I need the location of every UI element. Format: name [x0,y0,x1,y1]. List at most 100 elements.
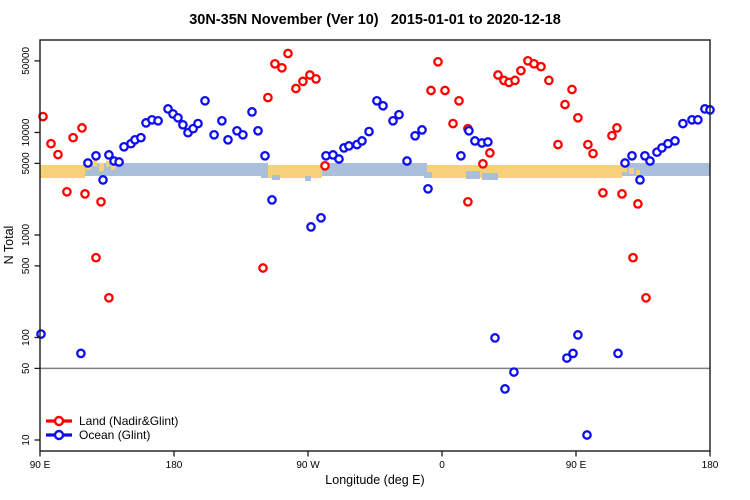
y-tick-label: 500 [21,257,32,274]
data-points-layer [36,48,715,440]
ocean-data-point [357,136,367,146]
ocean-data-point [635,175,645,185]
land-data-point [283,48,293,59]
land-data-point [46,138,56,149]
land-data-point [598,187,608,198]
ocean-data-point [562,353,572,363]
land-data-point [478,158,488,169]
ocean-data-point [582,430,592,440]
land-data-point [493,70,503,80]
land-data-point [607,130,617,141]
land-data-point [583,139,593,150]
band-patch-land [629,168,634,174]
land-data-point [53,149,63,160]
legend: Land (Nadir&Glint) Ocean (Glint) [46,414,178,442]
ocean-data-point [364,126,374,137]
band-patch-ocean [272,175,280,180]
x-axis-label: Longitude (deg E) [325,473,424,487]
band-patch-ocean [261,170,268,178]
land-data-point [641,292,651,303]
ocean-data-point [670,136,680,146]
band-segment-ocean [622,163,710,176]
land-data-point [96,196,106,207]
ocean-data-point [456,150,466,161]
land-data-point [320,160,330,171]
y-tick-label: 100 [21,329,32,346]
x-tick-label: 90 E [566,460,587,471]
land-data-point [311,74,321,84]
ocean-data-point [402,156,412,166]
land-data-point [77,123,87,133]
band-patch-ocean [424,172,432,178]
band-segment-land [267,165,322,178]
ocean-data-point [178,119,188,130]
ocean-data-point [153,115,163,126]
x-tick-label: 180 [166,460,183,471]
band-segment-ocean [322,163,427,176]
ocean-data-point [104,150,114,160]
land-data-point [291,83,301,94]
ocean-data-point [344,141,354,151]
ocean-data-point [372,95,382,106]
ocean-data-point [217,115,227,126]
band-patch-land [427,166,431,172]
ocean-data-point [573,330,583,340]
ocean-data-point [114,157,124,167]
land-data-point [68,132,78,143]
ocean-data-point [410,130,420,141]
band-patch-land [622,165,627,172]
x-tick-label: 0 [439,460,445,471]
ocean-data-point [200,95,210,106]
legend-ocean-circle-icon [53,429,65,441]
land-data-point [633,199,643,209]
land-data-point [588,148,598,159]
land-data-point [463,196,473,207]
ocean-data-point [209,129,219,140]
band-patch-land [99,163,104,171]
ocean-data-point [91,150,101,161]
band-patch-land [636,170,640,175]
land-data-point [62,186,72,197]
ocean-data-point [193,118,203,129]
ocean-data-point [678,118,688,129]
land-data-point [516,65,526,76]
land-data-point [454,95,464,106]
y-tick-label: 50 [21,362,32,374]
ocean-data-point [267,195,277,205]
ocean-data-point [173,112,183,123]
y-tick-label: 50000 [21,47,32,75]
land-data-point [80,189,90,199]
y-tick-label: 1000 [21,223,32,246]
legend-item-land: Land (Nadir&Glint) [46,414,178,428]
band-patch-land [433,169,437,175]
ocean-data-point [76,348,86,359]
y-tick-label: 10000 [21,118,32,146]
ocean-data-point [378,100,388,111]
band-patch-ocean [466,171,480,179]
ocean-data-point [394,109,404,120]
ocean-data-point [509,367,519,377]
legend-land-circle-icon [53,415,65,427]
land-data-point [536,61,546,72]
x-tick-label: 90 W [296,460,320,471]
ocean-data-point [334,154,344,164]
y-tick-label: 10 [21,434,32,446]
land-data-point [258,263,268,273]
land-data-point [612,123,622,133]
axis-ticks-layer: 50000 10000 5000 1000 500 100 50 10 90 E 180 90 W 0… [21,47,719,471]
ocean-data-point [306,222,316,232]
band-segment-ocean [85,163,268,176]
ocean-data-point [136,132,146,143]
land-ocean-band [40,159,710,181]
x-tick-label: 180 [702,460,719,471]
ocean-data-point [388,115,398,126]
chart-title: 30N-35N November (Ver 10) 2015-01-01 to … [189,12,561,28]
land-data-point [263,92,273,103]
land-data-point [440,85,450,96]
band-patch-ocean [482,173,498,180]
ocean-data-point [483,137,493,147]
band-patch-land [93,159,97,166]
ocean-data-point [238,129,248,140]
legend-ocean-label: Ocean (Glint) [79,428,150,442]
